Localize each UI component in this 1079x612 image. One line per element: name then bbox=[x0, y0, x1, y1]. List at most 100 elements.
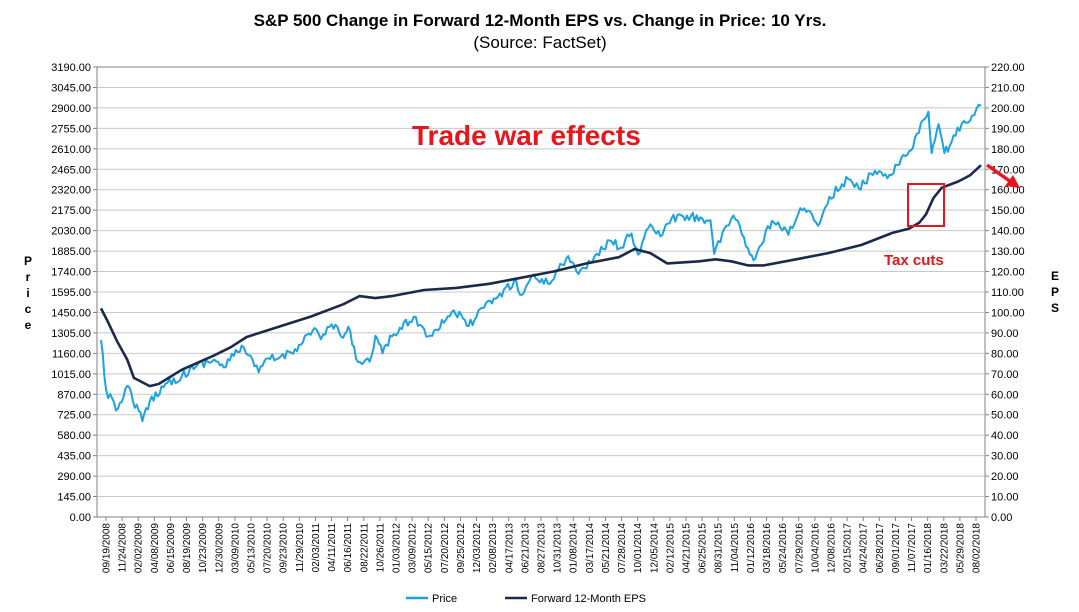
chart-title: S&P 500 Change in Forward 12-Month EPS v… bbox=[254, 11, 827, 30]
eps-line bbox=[99, 164, 982, 388]
x-tick-label: 01/03/2012 bbox=[392, 523, 403, 573]
x-tick-label: 02/08/2013 bbox=[488, 523, 499, 573]
left-tick-label: 725.00 bbox=[57, 410, 91, 422]
x-tick-label: 02/12/2015 bbox=[665, 523, 676, 573]
right-y-axis: 220.00210.00200.00190.00180.00170.00160.… bbox=[985, 62, 1025, 524]
x-tick-label: 11/29/2010 bbox=[295, 523, 306, 573]
right-axis-title-letter: E bbox=[1051, 269, 1059, 283]
left-tick-label: 870.00 bbox=[57, 389, 91, 401]
right-tick-label: 20.00 bbox=[991, 471, 1019, 483]
left-tick-label: 145.00 bbox=[57, 492, 91, 504]
x-tick-label: 07/20/2012 bbox=[440, 523, 451, 573]
x-tick-label: 06/25/2015 bbox=[698, 523, 709, 573]
right-tick-label: 210.00 bbox=[991, 82, 1025, 94]
x-tick-label: 01/08/2014 bbox=[569, 523, 580, 573]
right-tick-label: 30.00 bbox=[991, 451, 1019, 463]
x-tick-label: 10/04/2016 bbox=[810, 523, 821, 573]
x-tick-label: 12/03/2012 bbox=[472, 523, 483, 573]
right-tick-label: 140.00 bbox=[991, 226, 1025, 238]
left-tick-label: 3190.00 bbox=[51, 62, 91, 74]
right-tick-label: 150.00 bbox=[991, 205, 1025, 217]
x-tick-label: 09/23/2010 bbox=[279, 523, 290, 573]
x-tick-label: 09/25/2012 bbox=[456, 523, 467, 573]
left-tick-label: 2755.00 bbox=[51, 123, 91, 135]
left-y-axis: 3190.00 3045.00 2900.00 2755.00 2610.00 2465.… bbox=[51, 62, 97, 524]
right-tick-label: 70.00 bbox=[991, 369, 1019, 381]
x-tick-label: 07/20/2010 bbox=[263, 523, 274, 573]
right-tick-label: 80.00 bbox=[991, 348, 1019, 360]
tax-cuts-annotation: Tax cuts bbox=[884, 252, 944, 269]
left-tick-label: 1305.00 bbox=[51, 328, 91, 340]
x-tick-label: 04/21/2015 bbox=[682, 523, 693, 573]
x-tick-label: 04/17/2013 bbox=[504, 523, 515, 573]
x-tick-label: 05/13/2010 bbox=[247, 523, 258, 573]
x-tick-label: 06/16/2011 bbox=[343, 523, 354, 573]
x-tick-label: 06/28/2017 bbox=[875, 523, 886, 573]
left-tick-label: 1450.00 bbox=[51, 307, 91, 319]
right-tick-label: 0.00 bbox=[991, 512, 1012, 524]
right-tick-label: 200.00 bbox=[991, 103, 1025, 115]
x-tick-label: 05/29/2018 bbox=[955, 523, 966, 573]
left-axis-title-letter: e bbox=[25, 318, 32, 332]
x-tick-label: 08/02/2018 bbox=[972, 523, 983, 573]
x-tick-label: 11/07/2017 bbox=[907, 523, 918, 573]
x-tick-label: 02/15/2017 bbox=[843, 523, 854, 573]
x-tick-label: 06/21/2013 bbox=[520, 523, 531, 573]
series-layer bbox=[99, 103, 982, 423]
left-tick-label: 1160.00 bbox=[52, 348, 91, 360]
right-tick-label: 40.00 bbox=[991, 430, 1019, 442]
legend: Price Forward 12-Month EPS bbox=[406, 593, 646, 605]
x-tick-label: 03/09/2012 bbox=[408, 523, 419, 573]
x-tick-label: 10/01/2014 bbox=[633, 523, 644, 573]
left-tick-label: 1015.00 bbox=[51, 369, 91, 381]
right-axis-title-letter: S bbox=[1051, 301, 1059, 315]
left-axis-title-letter: i bbox=[26, 286, 29, 300]
legend-price-label: Price bbox=[432, 593, 457, 605]
left-tick-label: 580.00 bbox=[57, 430, 91, 442]
x-tick-label: 01/12/2016 bbox=[746, 523, 757, 573]
chart-subtitle: (Source: FactSet) bbox=[473, 33, 606, 52]
left-tick-label: 2900.00 bbox=[51, 103, 91, 115]
price-line bbox=[100, 103, 982, 423]
left-tick-label: 2175.00 bbox=[51, 205, 91, 217]
right-tick-label: 60.00 bbox=[991, 389, 1019, 401]
right-tick-label: 110.00 bbox=[991, 287, 1024, 299]
x-tick-label: 02/02/2009 bbox=[134, 523, 145, 573]
x-tick-label: 01/16/2018 bbox=[923, 523, 934, 573]
x-tick-label: 06/15/2009 bbox=[166, 523, 177, 573]
legend-eps-label: Forward 12-Month EPS bbox=[531, 593, 646, 605]
left-axis-title-letter: r bbox=[26, 270, 31, 284]
x-tick-label: 08/19/2009 bbox=[182, 523, 193, 573]
x-tick-label: 04/08/2009 bbox=[150, 523, 161, 573]
right-tick-label: 50.00 bbox=[991, 410, 1019, 422]
x-tick-label: 12/08/2016 bbox=[827, 523, 838, 573]
x-tick-label: 09/01/2017 bbox=[891, 523, 902, 573]
left-axis-title-letter: P bbox=[24, 254, 32, 268]
x-tick-label: 03/18/2016 bbox=[762, 523, 773, 573]
x-tick-label: 05/21/2014 bbox=[601, 523, 612, 573]
x-tick-label: 02/03/2011 bbox=[311, 523, 322, 573]
right-tick-label: 10.00 bbox=[991, 492, 1019, 504]
right-tick-label: 90.00 bbox=[991, 328, 1019, 340]
x-tick-label: 05/24/2016 bbox=[778, 523, 789, 573]
left-tick-label: 3045.00 bbox=[51, 82, 91, 94]
x-tick-label: 12/30/2009 bbox=[214, 523, 225, 573]
arrow-head bbox=[1005, 175, 1020, 188]
left-axis-title-letter: c bbox=[25, 302, 32, 316]
x-axis: 09/19/2008 11/24/2008 02/02/2009 04/08/2009… bbox=[102, 517, 983, 573]
x-tick-label: 03/22/2018 bbox=[939, 523, 950, 573]
x-tick-label: 08/22/2011 bbox=[359, 523, 370, 573]
x-tick-label: 07/29/2016 bbox=[794, 523, 805, 573]
x-tick-label: 10/26/2011 bbox=[375, 523, 386, 573]
x-tick-label: 11/24/2008 bbox=[118, 523, 129, 573]
x-tick-label: 12/05/2014 bbox=[649, 523, 660, 573]
x-tick-label: 08/27/2013 bbox=[537, 523, 548, 573]
left-tick-label: 1740.00 bbox=[51, 267, 91, 279]
right-tick-label: 190.00 bbox=[991, 123, 1025, 135]
x-tick-label: 03/17/2014 bbox=[585, 523, 596, 573]
right-tick-label: 130.00 bbox=[991, 246, 1025, 258]
x-tick-label: 09/19/2008 bbox=[102, 523, 113, 573]
x-tick-label: 04/11/2011 bbox=[327, 523, 338, 572]
right-tick-label: 180.00 bbox=[991, 144, 1025, 156]
left-tick-label: 2610.00 bbox=[51, 144, 91, 156]
